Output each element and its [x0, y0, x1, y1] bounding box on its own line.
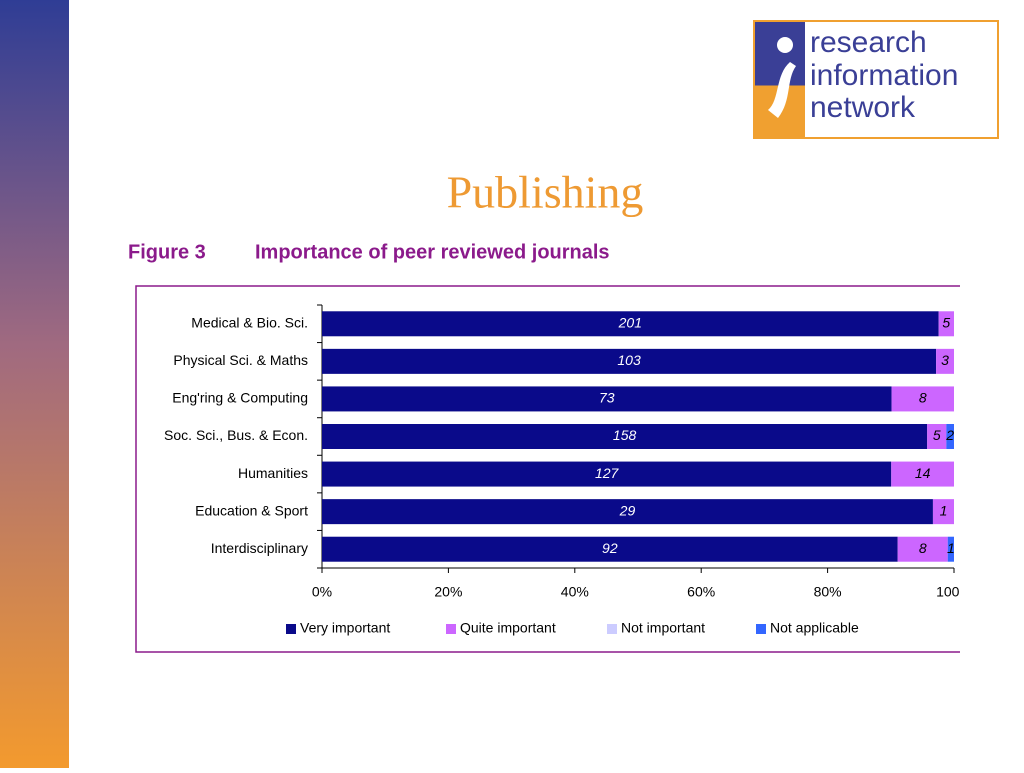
bar-segment — [891, 386, 954, 412]
data-label: 5 — [933, 427, 941, 443]
legend-label: Not important — [621, 620, 705, 636]
figure-label: Figure 3 — [128, 241, 206, 263]
bar-segment — [897, 536, 948, 562]
x-tick-label: 60% — [687, 584, 715, 600]
bar-segment — [322, 461, 892, 487]
x-tick-label: 40% — [561, 584, 589, 600]
legend-swatch — [607, 624, 617, 634]
legend-swatch — [756, 624, 766, 634]
chart: 0% 20% 40% 60% 80% 100% Medical & Bio. Sci. 201… — [135, 285, 972, 653]
bar-segment — [322, 386, 892, 412]
bar-segment — [946, 424, 954, 449]
bar-segment — [947, 536, 954, 562]
legend-label: Not applicable — [770, 620, 859, 636]
slide-title: Publishing — [447, 167, 644, 218]
x-tick-label: 100% — [936, 584, 972, 600]
x-tick-label: 80% — [814, 584, 842, 600]
bar-segment — [936, 348, 954, 374]
y-tick-label: Soc. Sci., Bus. & Econ. — [164, 427, 308, 443]
x-tick-label: 0% — [312, 584, 332, 600]
bar-segment — [322, 499, 933, 525]
y-tick-label: Humanities — [238, 465, 308, 481]
x-tick-label: 20% — [434, 584, 462, 600]
data-label: 73 — [599, 390, 615, 406]
logo-text: research — [810, 26, 927, 59]
bar-segment — [322, 536, 898, 562]
y-tick-label: Eng'ring & Computing — [172, 390, 308, 406]
bar-segment — [938, 311, 954, 337]
bar-segment — [927, 424, 947, 449]
data-label: 92 — [602, 540, 618, 556]
side-strip — [0, 0, 69, 768]
data-label: 5 — [942, 314, 950, 330]
legend-swatch — [446, 624, 456, 634]
data-label: 201 — [618, 314, 642, 330]
bar-segment — [322, 311, 939, 337]
data-label: 3 — [941, 352, 949, 368]
bar-segment — [932, 499, 954, 525]
data-label: 1 — [947, 540, 955, 556]
data-label: 8 — [919, 540, 927, 556]
data-label: 103 — [617, 352, 641, 368]
data-label: 29 — [619, 502, 636, 518]
bar-segment — [891, 461, 954, 487]
legend-label: Quite important — [460, 620, 556, 636]
data-label: 2 — [945, 427, 954, 443]
legend-label: Very important — [300, 620, 390, 636]
chart-title: Importance of peer reviewed journals — [255, 241, 610, 263]
y-tick-label: Medical & Bio. Sci. — [191, 314, 308, 330]
logo-text: information — [810, 59, 958, 92]
data-label: 14 — [915, 465, 931, 481]
data-label: 158 — [613, 427, 637, 443]
legend-swatch — [286, 624, 296, 634]
y-tick-label: Physical Sci. & Maths — [173, 352, 308, 368]
data-label: 8 — [919, 390, 927, 406]
bar-segment — [322, 348, 937, 374]
data-label: 127 — [595, 465, 620, 481]
chart-frame — [135, 285, 960, 653]
logo: research information network — [753, 20, 999, 139]
data-label: 1 — [940, 502, 948, 518]
logo-text: network — [810, 91, 916, 124]
y-tick-label: Interdisciplinary — [211, 540, 308, 556]
bar-segment — [322, 424, 928, 449]
y-tick-label: Education & Sport — [195, 502, 308, 518]
